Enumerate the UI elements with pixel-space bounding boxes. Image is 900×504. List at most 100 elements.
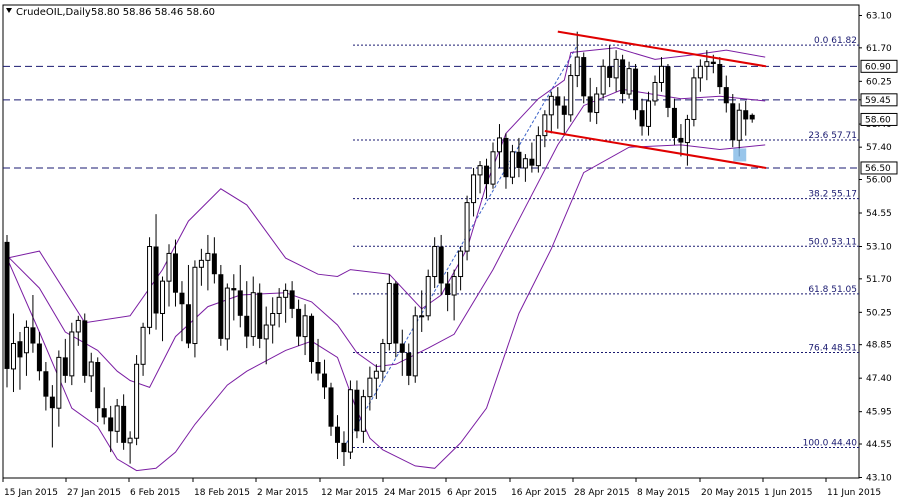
x-tick-label: 27 Jan 2015 [67, 488, 121, 498]
candle [574, 31, 580, 88]
candle-body-down [121, 405, 127, 443]
candle [555, 87, 561, 129]
y-tick-label: 47.40 [866, 374, 892, 384]
candle-body-up [412, 315, 418, 377]
candle [412, 306, 418, 383]
candle-body-down [749, 114, 755, 120]
chart-header: CrudeOIL,Daily 58.80 58.86 58.46 58.60 [6, 7, 215, 18]
candle-body-up [114, 405, 120, 432]
candle [717, 57, 723, 95]
price-badge: 59.45 [860, 93, 898, 107]
bollinger-lower [6, 144, 766, 472]
candle-body-up [464, 202, 470, 252]
candle-body-down [587, 96, 593, 113]
plot-frame [2, 4, 860, 479]
candle [296, 299, 302, 346]
candle-body-up [23, 326, 29, 354]
x-tick-label: 15 Jan 2015 [4, 488, 58, 498]
candle-body-down [244, 315, 250, 337]
candle-body-down [516, 151, 522, 168]
candle [607, 45, 613, 88]
candle [399, 329, 405, 376]
candle [36, 331, 42, 381]
candle [522, 154, 528, 182]
candle [23, 320, 29, 376]
candle-body-up [360, 396, 366, 432]
candle-body-down [633, 68, 639, 111]
candle-body-up [613, 58, 619, 79]
candle [185, 264, 191, 349]
badge-box [860, 161, 898, 175]
candle-body-up [166, 252, 172, 282]
candle-body-up [373, 370, 379, 379]
y-tick-label: 43.10 [866, 474, 892, 484]
candle-body-down [503, 137, 509, 178]
candle [425, 269, 431, 321]
candle [438, 234, 444, 296]
candle [309, 313, 315, 374]
candle-body-down [172, 253, 178, 293]
candle-body-down [438, 246, 444, 284]
candle [516, 137, 522, 178]
fib-label: 50.0 53.11 [808, 237, 857, 247]
candle-body-down [322, 373, 328, 388]
candle [445, 271, 451, 312]
selection-highlight [733, 148, 747, 162]
candle-body-down [185, 304, 191, 344]
candle-body-down [179, 292, 185, 305]
candle [367, 366, 373, 411]
candle [477, 161, 483, 194]
price-badge: 58.60 [860, 112, 898, 126]
candle [406, 343, 412, 386]
candle-body-down [218, 274, 224, 339]
candle-body-down [334, 426, 340, 443]
y-tick-label: 48.85 [866, 341, 892, 351]
candle [328, 382, 334, 436]
candle [347, 380, 353, 460]
candle-body-down [101, 408, 107, 418]
candle [380, 338, 386, 381]
candle-body-up [69, 331, 75, 377]
symbol-label: CrudeOIL,Daily [16, 7, 91, 18]
candle-body-down [607, 66, 613, 78]
candle [147, 237, 153, 335]
y-tick-label: 56.00 [866, 176, 892, 186]
candle [451, 269, 457, 321]
time-axis: 15 Jan 2015 27 Jan 2015 6 Feb 2015 18 Feb 2… [2, 478, 881, 498]
candle-body-up [250, 292, 256, 338]
candle [224, 283, 230, 351]
y-tick-label: 44.55 [866, 440, 892, 450]
badge-label: 58.60 [865, 115, 891, 125]
candle-body-up [535, 135, 541, 167]
candle [62, 338, 68, 383]
candle-body-up [283, 289, 289, 298]
candle [56, 350, 62, 427]
candle [594, 87, 600, 125]
candle [101, 387, 107, 425]
candle-body-up [140, 326, 146, 365]
candle [231, 274, 237, 321]
candle [736, 103, 742, 157]
candle-body-down [211, 253, 217, 275]
candle-body-up [548, 95, 554, 116]
candle [458, 246, 464, 291]
candle [114, 398, 120, 443]
candle-body-down [62, 357, 68, 376]
fib-label: 0.0 61.82 [814, 36, 857, 46]
candle [341, 431, 347, 466]
candle-body-down [484, 165, 490, 185]
candle-body-down [665, 66, 671, 108]
collapse-arrow-icon[interactable] [6, 8, 12, 13]
candle-body-down [95, 362, 101, 409]
candle [276, 288, 282, 328]
candle-body-up [594, 93, 600, 114]
candle-body-up [75, 319, 81, 333]
candle-body-down [671, 107, 677, 138]
candle-body-up [568, 75, 574, 116]
candle [542, 110, 548, 148]
candle-body-down [49, 396, 55, 409]
bollinger-middle [6, 88, 766, 389]
y-tick-label: 51.70 [866, 275, 892, 285]
candle [10, 313, 16, 393]
